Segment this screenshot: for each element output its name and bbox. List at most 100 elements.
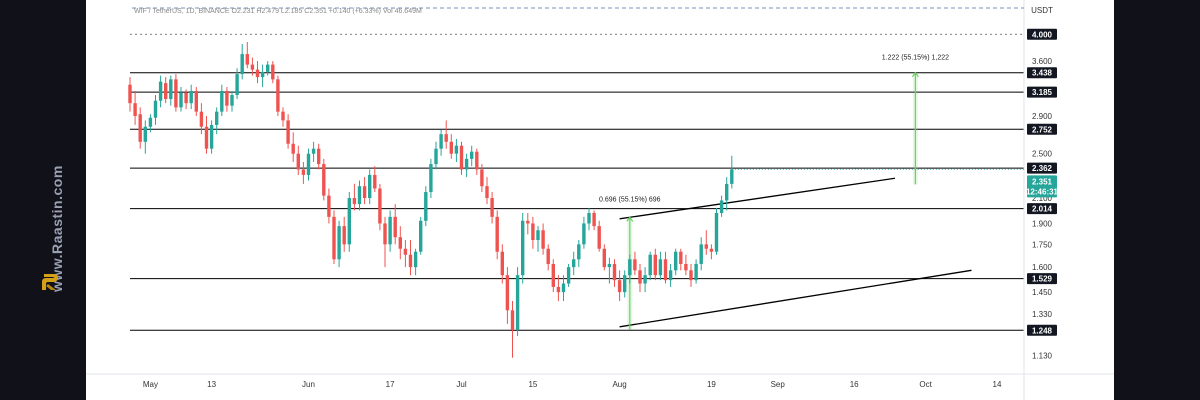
candle-body [362,186,367,199]
candle-body [368,174,372,199]
candle [709,244,714,260]
candle-body [541,230,545,249]
x-tick-label: 16 [850,380,859,389]
candle-body [505,275,510,311]
candle [449,134,453,159]
candle [541,223,545,255]
candle [607,257,612,284]
candle-countdown-text: 12:46:31 [1026,187,1059,196]
y-tick-label: 2.900 [1032,112,1053,121]
candle [668,263,673,287]
candle-body [143,126,147,142]
candle-body [643,275,647,284]
candle-body [429,164,433,193]
candle-body [475,151,479,170]
candle-body [556,286,561,293]
candle-body [138,114,142,142]
candle-body [352,198,357,205]
candle [240,43,244,80]
candle-body [480,169,484,187]
candle-body [286,120,290,144]
candle-body [301,169,306,175]
candle [393,204,397,245]
price-level-tag-text: 4.000 [1032,30,1053,39]
candle [153,94,158,125]
candle [413,248,418,276]
candle-body [153,100,158,118]
candle-body [296,153,300,170]
candle [164,77,168,104]
y-tick-label: 1.130 [1032,351,1053,360]
candle-body [378,188,382,224]
candle-body [419,220,423,252]
candle-body [413,251,418,268]
candle-body [725,183,729,201]
candle [286,114,290,149]
candle-body [454,145,459,154]
candle-body [311,148,316,154]
candle [322,158,326,201]
candle-body [240,54,244,75]
candle [597,220,601,252]
candle [342,216,346,252]
candle-body [235,74,239,95]
measure-arrow [911,71,919,78]
price-level-tag-text: 3.438 [1032,69,1053,78]
candle-body [531,223,535,241]
candle-body [194,90,198,112]
ticker-info: WIF / TetherUS, 1D, BINANCE O2.231 H2.47… [134,8,422,15]
candle-body [653,254,657,276]
candle-body [510,310,515,330]
candle [220,84,224,116]
candle-body [714,212,719,252]
candle [388,210,392,252]
candle-body [684,263,688,271]
candle [679,248,683,271]
candle [536,226,540,252]
candle-body [449,141,453,154]
price-chart: 0.696 (55.15%) 696 1.222 (55.15%) 1,222 1… [86,0,1114,400]
candle-body [342,226,346,245]
candle-body [133,103,137,116]
candle-body [694,263,698,281]
candle [526,212,530,235]
candle [368,169,372,205]
candle-body [255,69,260,78]
candle [674,248,678,276]
candle-body [459,145,464,170]
x-tick-label: 14 [993,380,1002,389]
candle [454,138,459,162]
candle-body [209,124,214,149]
candle [148,114,153,133]
candle-body [128,84,132,104]
candle-body [730,169,734,184]
candle [475,148,479,175]
candle [419,216,423,255]
candle-body [281,111,285,121]
candle-body [648,254,652,276]
price-level-tag [1027,273,1057,285]
candle [704,230,708,255]
candle-body [158,81,163,101]
candle-body [434,148,438,165]
candle [138,107,142,149]
candle-body [551,263,555,287]
candle-body [470,151,474,159]
candle-body [332,216,336,260]
candle [291,132,295,162]
watermark-text: www.Raastin.com [49,165,65,292]
candle-body [577,244,581,260]
x-tick-label: Jun [302,380,315,389]
candle [480,164,484,193]
candle-body [464,158,469,170]
candle-body [260,71,265,78]
candle-body [597,226,601,249]
candle [250,57,255,76]
candle [725,177,729,211]
candle-body [526,220,530,224]
candle-body [521,220,525,276]
candle [255,61,260,84]
y-tick-label: 2.100 [1032,194,1053,203]
candle-body [220,90,224,112]
candle [439,129,443,156]
